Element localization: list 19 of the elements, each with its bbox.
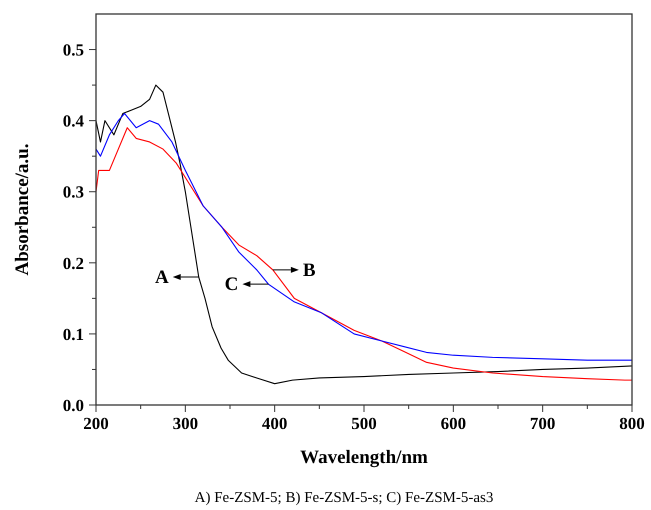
y-axis-title: Absorbance/a.u. (12, 144, 33, 276)
y-tick-label: 0.5 (62, 40, 84, 60)
x-tick-label: 200 (83, 414, 109, 433)
text: A) Fe-ZSM-5; B) Fe-ZSM-5-s; C) Fe-ZSM-5-as3 (194, 490, 494, 506)
x-tick-label: 500 (351, 414, 377, 433)
y-tick-label: 0.4 (62, 112, 84, 131)
annotation: C (224, 274, 238, 296)
x-tick-label: 300 (172, 414, 198, 433)
x-tick-label: 700 (530, 414, 556, 433)
annotation: B (302, 260, 316, 281)
x-axis-title: Wavelength/nm (300, 447, 428, 468)
x-tick-label: 400 (262, 414, 288, 433)
y-tick-label: 0.3 (62, 182, 84, 202)
annotation: A (155, 267, 169, 288)
y-tick-label: 0.0 (62, 396, 84, 415)
y-tick-label: 0.2 (62, 254, 84, 273)
y-tick-label: 0.1 (62, 324, 84, 344)
x-tick-label: 600 (440, 414, 466, 433)
x-tick-label: 800 (619, 414, 645, 433)
